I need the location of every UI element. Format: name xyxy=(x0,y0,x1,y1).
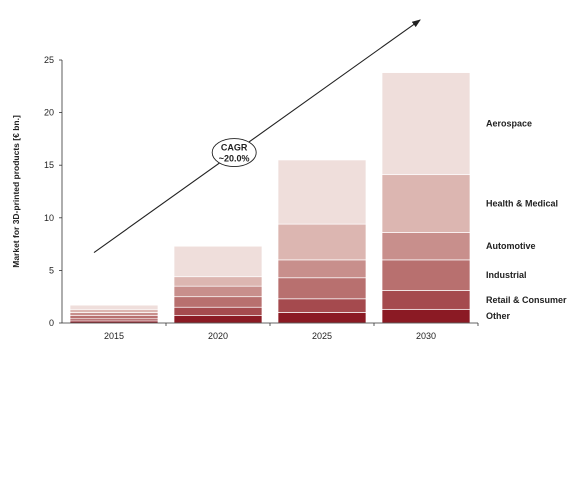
bar-segment-2015-4 xyxy=(69,308,159,313)
bar-segment-2030-3 xyxy=(381,232,471,261)
y-tick-label: 5 xyxy=(49,265,54,275)
y-tick-label: 10 xyxy=(44,213,54,223)
y-axis-label: Market for 3D-printed products [€ bn.] xyxy=(11,115,21,268)
legend-label: Automotive xyxy=(486,241,536,251)
bar-segment-2025-3 xyxy=(277,259,367,279)
legend: Other Retail & Consumer Industrial Automoti… xyxy=(486,119,567,322)
legend-label: Industrial xyxy=(486,270,527,280)
legend-label: Aerospace xyxy=(486,119,532,129)
x-tick-label: 2020 xyxy=(208,331,228,341)
x-tick-label: 2030 xyxy=(416,331,436,341)
bar-segment-2025-0 xyxy=(277,312,367,324)
bar-segment-2020-2 xyxy=(173,296,263,308)
x-tick-label: 2015 xyxy=(104,331,124,341)
bar-segment-2020-3 xyxy=(173,285,263,298)
bar-segment-2025-4 xyxy=(277,223,367,261)
y-tick-label: 20 xyxy=(44,108,54,118)
bar-segment-2030-0 xyxy=(381,308,471,324)
bar-segment-2030-1 xyxy=(381,290,471,310)
bar-segment-2025-1 xyxy=(277,298,367,313)
bar-segment-2030-5 xyxy=(381,72,471,176)
bar-segment-2025-2 xyxy=(277,277,367,300)
y-tick-label: 15 xyxy=(44,160,54,170)
y-tick-label: 25 xyxy=(44,55,54,65)
cagr-arrow xyxy=(93,19,421,253)
cagr-annotation: CAGR~20.0% xyxy=(93,19,421,253)
cagr-bubble xyxy=(211,138,257,167)
bars xyxy=(69,72,471,324)
bar-segment-2020-1 xyxy=(173,306,263,316)
legend-label: Health & Medical xyxy=(486,199,558,209)
y-tick-label: 0 xyxy=(49,318,54,328)
bar-segment-2025-5 xyxy=(277,159,367,225)
bar-segment-2015-5 xyxy=(69,304,159,310)
cagr-label: CAGR xyxy=(221,143,248,153)
cagr-value: ~20.0% xyxy=(219,154,250,164)
x-tick-label: 2025 xyxy=(312,331,332,341)
legend-label: Other xyxy=(486,311,511,321)
bar-segment-2020-0 xyxy=(173,315,263,324)
bar-segment-2030-4 xyxy=(381,174,471,233)
bar-segment-2015-2 xyxy=(69,315,159,320)
bar-segment-2020-4 xyxy=(173,276,263,287)
bar-segment-2020-5 xyxy=(173,245,263,278)
bar-segment-2015-3 xyxy=(69,312,159,316)
legend-label: Retail & Consumer xyxy=(486,295,567,305)
bar-segment-2030-2 xyxy=(381,259,471,291)
